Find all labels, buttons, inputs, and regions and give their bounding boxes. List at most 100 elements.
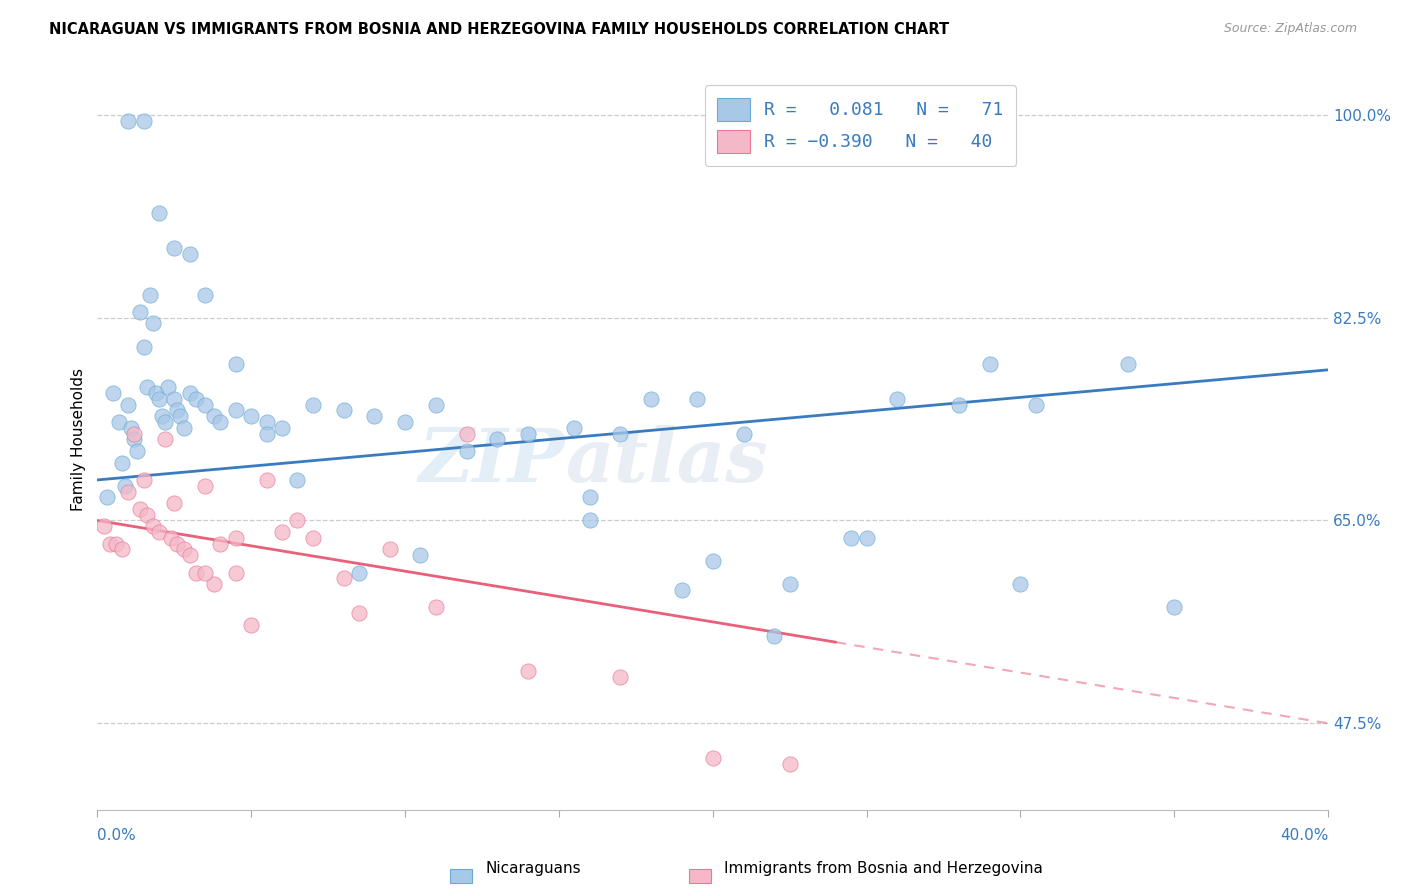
Point: [114, 479, 136, 493]
Point: [425, 600, 447, 615]
Point: [184, 566, 207, 580]
Point: [609, 426, 631, 441]
Text: ZIP: ZIP: [419, 425, 565, 498]
Text: atlas: atlas: [565, 425, 768, 498]
Point: [1163, 600, 1185, 615]
Point: [578, 491, 600, 505]
Point: [132, 340, 155, 354]
Point: [562, 421, 585, 435]
Point: [301, 531, 323, 545]
Point: [148, 206, 170, 220]
Point: [179, 247, 201, 261]
Point: [839, 531, 862, 545]
Point: [285, 514, 308, 528]
Point: [202, 409, 225, 424]
Point: [160, 531, 183, 545]
Point: [779, 756, 801, 771]
Point: [578, 514, 600, 528]
Point: [124, 433, 146, 447]
Point: [138, 287, 160, 301]
Point: [135, 380, 157, 394]
Point: [378, 542, 401, 557]
Point: [517, 664, 540, 678]
Point: [702, 751, 724, 765]
Point: [363, 409, 385, 424]
Point: [153, 415, 176, 429]
Point: [179, 548, 201, 562]
Point: [124, 426, 146, 441]
Point: [225, 531, 247, 545]
Point: [855, 531, 877, 545]
Point: [194, 566, 217, 580]
Point: [456, 444, 478, 458]
Point: [1116, 357, 1139, 371]
Point: [285, 473, 308, 487]
Point: [117, 398, 139, 412]
Point: [108, 415, 131, 429]
Point: [209, 415, 232, 429]
Point: [157, 380, 180, 394]
Point: [332, 571, 354, 585]
Point: [166, 536, 188, 550]
Point: [111, 456, 134, 470]
Point: [256, 473, 278, 487]
Point: [347, 606, 370, 620]
Point: [163, 241, 186, 255]
Point: [1010, 577, 1032, 591]
Point: [425, 398, 447, 412]
Point: [271, 525, 294, 540]
Text: Nicaraguans: Nicaraguans: [485, 862, 581, 876]
Point: [173, 421, 195, 435]
Point: [194, 287, 217, 301]
Point: [142, 317, 165, 331]
Y-axis label: Family Households: Family Households: [72, 368, 86, 511]
Point: [456, 426, 478, 441]
Point: [517, 426, 540, 441]
Point: [609, 670, 631, 684]
Point: [240, 617, 263, 632]
Point: [225, 566, 247, 580]
Point: [101, 386, 124, 401]
Point: [702, 554, 724, 568]
Text: NICARAGUAN VS IMMIGRANTS FROM BOSNIA AND HERZEGOVINA FAMILY HOUSEHOLDS CORRELATI: NICARAGUAN VS IMMIGRANTS FROM BOSNIA AND…: [49, 22, 949, 37]
Text: 40.0%: 40.0%: [1279, 828, 1329, 843]
Point: [142, 519, 165, 533]
Point: [640, 832, 662, 847]
Point: [98, 536, 121, 550]
Point: [173, 542, 195, 557]
Point: [96, 491, 118, 505]
Point: [979, 357, 1001, 371]
Point: [117, 113, 139, 128]
Point: [225, 403, 247, 417]
Point: [671, 582, 693, 597]
Point: [127, 444, 149, 458]
Point: [132, 113, 155, 128]
Point: [202, 577, 225, 591]
Point: [93, 519, 115, 533]
Point: [409, 548, 432, 562]
Point: [209, 536, 232, 550]
Text: Immigrants from Bosnia and Herzegovina: Immigrants from Bosnia and Herzegovina: [724, 862, 1043, 876]
Point: [640, 392, 662, 406]
Point: [132, 473, 155, 487]
Point: [184, 392, 207, 406]
Point: [271, 421, 294, 435]
Point: [163, 496, 186, 510]
Point: [240, 409, 263, 424]
Point: [166, 403, 188, 417]
Legend: R =   0.081   N =   71, R = −0.390   N =   40: R = 0.081 N = 71, R = −0.390 N = 40: [704, 85, 1017, 166]
Point: [179, 386, 201, 401]
Point: [347, 566, 370, 580]
Point: [148, 392, 170, 406]
Point: [256, 426, 278, 441]
Point: [394, 415, 416, 429]
Point: [135, 508, 157, 522]
Point: [886, 392, 908, 406]
Point: [1025, 398, 1047, 412]
Point: [332, 403, 354, 417]
Point: [145, 386, 167, 401]
Point: [148, 525, 170, 540]
Point: [111, 542, 134, 557]
Point: [194, 398, 217, 412]
Point: [129, 502, 152, 516]
